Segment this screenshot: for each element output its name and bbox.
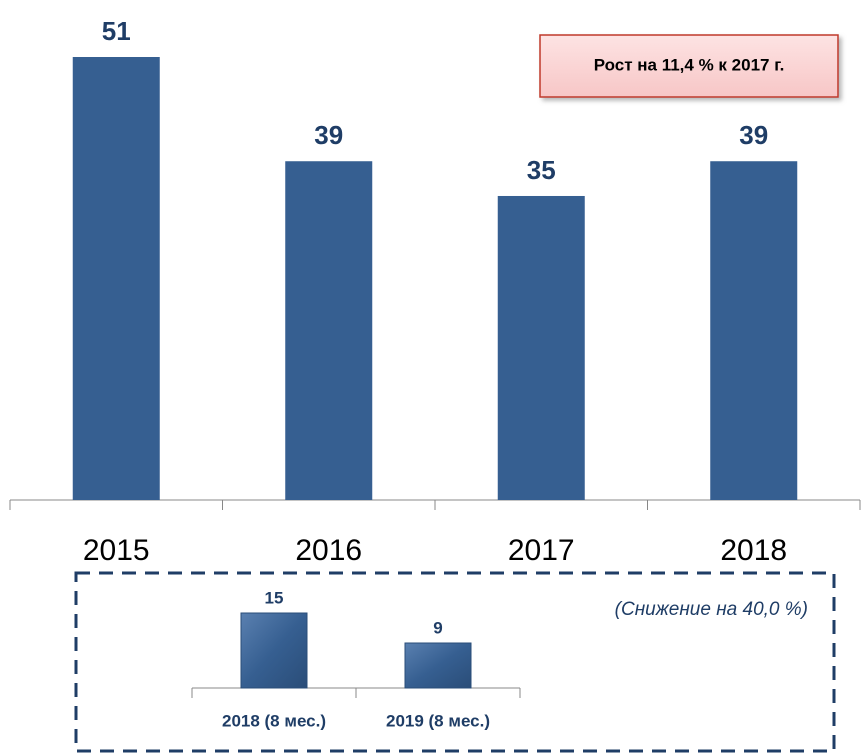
bar	[72, 57, 160, 500]
annotation-box	[539, 34, 839, 98]
bar	[497, 195, 585, 500]
annotation: Рост на 11,4 % к 2017 г.	[594, 55, 785, 74]
data-label: 39	[739, 120, 768, 150]
data-label: 15	[265, 588, 284, 607]
bar	[404, 642, 472, 689]
x-tick-label: 2017	[508, 534, 575, 567]
annotation: (Снижение на 40,0 %)	[615, 599, 808, 620]
data-label: 39	[314, 120, 343, 150]
data-label: 35	[527, 155, 556, 185]
data-label: 9	[433, 618, 442, 637]
bar	[240, 612, 308, 689]
x-tick-label: 2018 (8 мес.)	[222, 711, 326, 730]
x-tick-label: 2015	[83, 534, 150, 567]
x-tick-label: 2019 (8 мес.)	[386, 711, 490, 730]
x-tick-label: 2018	[720, 534, 787, 567]
bar	[710, 161, 798, 500]
x-tick-label: 2016	[295, 534, 362, 567]
bar	[285, 161, 373, 500]
data-label: 51	[102, 16, 131, 46]
inset-frame	[74, 571, 836, 753]
